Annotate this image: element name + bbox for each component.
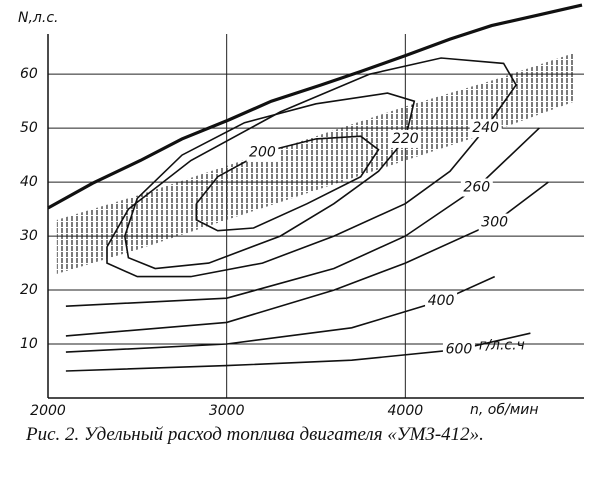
- y-tick-label: 60: [20, 66, 38, 82]
- label-bg: [442, 340, 475, 359]
- iso-label: 300: [481, 215, 508, 231]
- iso-label: 240: [472, 120, 499, 136]
- x-tick-label: 3000: [209, 403, 245, 419]
- iso-line: [65, 275, 496, 353]
- iso-label: 220: [392, 131, 419, 147]
- iso-label: 600: [446, 341, 473, 357]
- power-curve: [47, 3, 583, 210]
- x-tick-label: 2000: [30, 403, 66, 419]
- label-bg: [460, 178, 493, 197]
- iso-line: [65, 332, 531, 372]
- y-tick-label: 20: [20, 282, 38, 298]
- label-bg: [478, 213, 511, 232]
- label-bg: [469, 119, 502, 138]
- iso-label: 200: [249, 144, 276, 160]
- y-tick-label: 10: [20, 336, 38, 352]
- iso-line: [65, 127, 540, 307]
- unit-label: г/л.с.ч: [479, 337, 525, 353]
- y-tick-label: 40: [20, 174, 38, 190]
- iso-label: 260: [463, 180, 490, 196]
- chart: N,л.с. n, об/мин 10 20 30 40 50 60 2000 3000 400…: [18, 3, 584, 419]
- caption: Рис. 2. Удельный расход топлива двигател…: [26, 424, 484, 445]
- label-bg: [389, 129, 422, 148]
- y-tick-label: 50: [20, 120, 38, 136]
- economy-band: [56, 52, 576, 274]
- iso-label: 400: [428, 293, 455, 309]
- y-axis-label: N,л.с.: [18, 10, 58, 26]
- x-tick-label: 4000: [388, 403, 424, 419]
- label-bg: [425, 291, 458, 310]
- y-tick-label: 30: [20, 228, 38, 244]
- label-bg: [246, 143, 279, 162]
- x-axis-label: n, об/мин: [470, 402, 539, 418]
